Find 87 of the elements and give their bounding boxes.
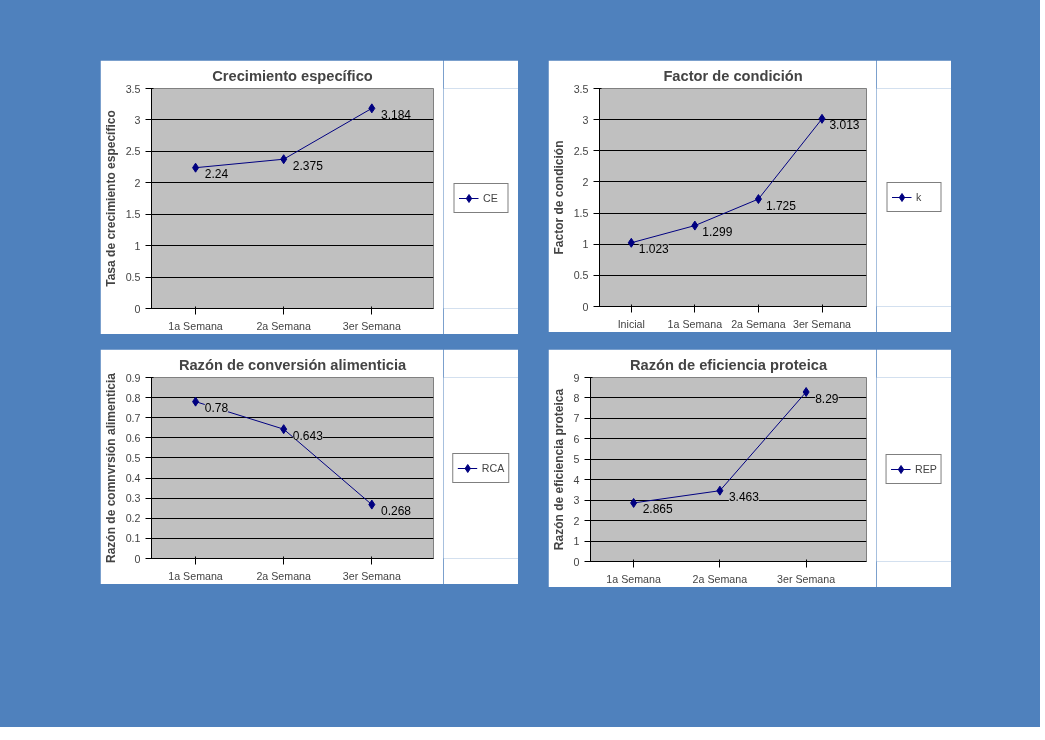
y-tick-label: 0.1 (125, 532, 141, 545)
data-label: 8.29 (815, 391, 839, 406)
point (818, 113, 826, 124)
point (627, 237, 635, 248)
chart-title: Razón de eficiencia proteica (629, 356, 828, 373)
y-tick-label: 0.5 (125, 451, 141, 464)
point (368, 499, 376, 510)
x-tick-label: 3er Semana (777, 572, 836, 585)
data-label: 3.013 (829, 118, 860, 133)
y-tick-label: 5 (573, 453, 580, 466)
y-tick-label: 1.5 (125, 208, 141, 221)
y-axis-title: Razón de eficiencia proteica (551, 388, 566, 551)
chart-title: Crecimiento específico (212, 67, 373, 84)
data-label: 3.184 (380, 107, 412, 122)
legend-label: REP (915, 463, 937, 475)
x-tick-label: 1a Semana (606, 572, 661, 585)
y-axis-title: Factor de condición (551, 140, 566, 255)
y-tick-label: 2.5 (125, 145, 141, 158)
y-tick-label: 4 (573, 473, 580, 486)
x-tick-label: 2a Semana (731, 317, 786, 330)
x-tick-label: 1a Semana (667, 317, 723, 330)
y-tick-label: 0 (573, 555, 580, 568)
y-axis-title: Tasa de crecimiento específico (103, 110, 118, 287)
point (630, 497, 638, 508)
y-tick-label: 3.5 (125, 82, 141, 95)
y-tick-label: 1 (134, 239, 141, 252)
point (754, 194, 762, 205)
y-tick-label: 1.5 (573, 207, 589, 220)
y-tick-label: 0.9 (125, 371, 141, 384)
chart-title: Razón de conversión alimenticia (178, 356, 407, 373)
y-tick-label: 3.5 (573, 82, 589, 95)
y-tick-label: 0.5 (125, 271, 141, 284)
x-tick-label: 2a Semana (256, 569, 312, 582)
x-tick-label: 3er Semana (342, 569, 401, 582)
x-tick-label: 1a Semana (168, 569, 223, 582)
data-label: 0.643 (292, 428, 324, 443)
y-tick-label: 0 (582, 300, 589, 313)
y-tick-label: 0 (134, 302, 141, 315)
point (802, 387, 810, 398)
y-tick-label: 0.6 (125, 431, 141, 444)
y-tick-label: 0 (134, 552, 141, 565)
data-label: 2.24 (204, 167, 229, 182)
y-tick-label: 2.5 (573, 144, 589, 157)
legend-label: k (916, 191, 923, 203)
data-label: 3.463 (728, 490, 760, 505)
y-tick-label: 0.3 (125, 492, 141, 505)
y-tick-label: 1 (573, 535, 580, 548)
y-tick-label: 8 (573, 391, 580, 404)
x-tick-label: 3er Semana (792, 317, 852, 330)
y-tick-label: 3 (573, 494, 580, 507)
y-tick-label: 2 (134, 176, 141, 189)
point (716, 485, 724, 496)
point (280, 424, 288, 435)
y-tick-label: 0.4 (125, 472, 141, 485)
y-tick-label: 2 (573, 514, 580, 527)
y-axis-title: Razón de comnvrsión alimenticia (103, 372, 118, 564)
x-tick-label: 2a Semana (256, 319, 312, 332)
y-tick-label: 0.2 (125, 512, 141, 525)
legend-label: RCA (481, 461, 505, 474)
data-label: 2.865 (642, 502, 674, 517)
x-tick-label: 3er Semana (342, 319, 401, 332)
y-tick-label: 9 (573, 371, 580, 384)
y-tick-label: 7 (573, 412, 580, 425)
y-tick-label: 0.7 (125, 411, 141, 424)
y-tick-label: 3 (134, 113, 141, 126)
data-label: 0.78 (204, 401, 229, 416)
point (368, 103, 376, 114)
point (192, 162, 200, 173)
x-tick-label: 1a Semana (168, 319, 223, 332)
y-tick-label: 0.5 (573, 269, 589, 282)
y-tick-label: 2 (582, 175, 589, 188)
y-tick-label: 3 (582, 113, 589, 126)
chart-title: Factor de condición (663, 67, 803, 84)
y-tick-label: 1 (582, 238, 589, 251)
point (192, 396, 200, 407)
data-label: 0.268 (380, 504, 412, 519)
x-tick-label: 2a Semana (692, 572, 748, 585)
data-label: 2.375 (292, 158, 324, 173)
point (691, 220, 699, 231)
data-label: 1.725 (765, 198, 797, 213)
data-label: 1.023 (638, 242, 670, 257)
data-label: 1.299 (702, 225, 733, 240)
y-tick-label: 0.8 (125, 391, 141, 404)
y-tick-label: 6 (573, 432, 580, 445)
x-tick-label: Inicial (617, 317, 645, 330)
point (280, 154, 288, 165)
legend-label: CE (483, 192, 499, 204)
